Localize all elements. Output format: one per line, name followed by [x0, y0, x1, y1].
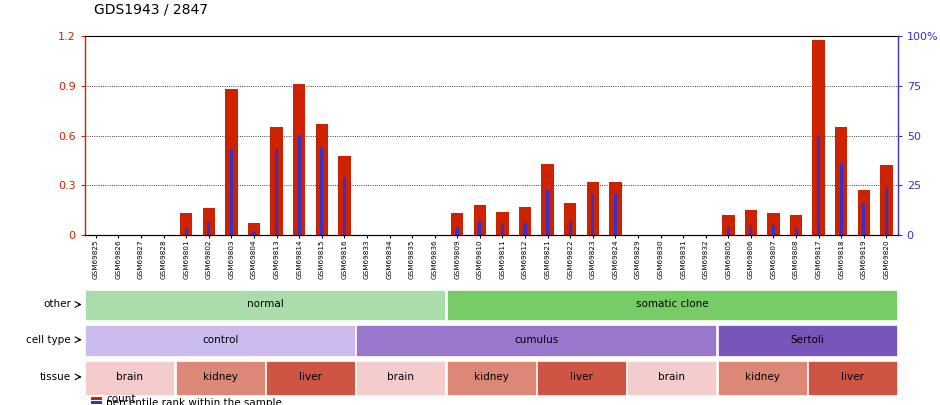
- Bar: [569, 222, 572, 235]
- Text: liver: liver: [299, 372, 321, 382]
- Bar: [880, 165, 893, 235]
- Text: cumulus: cumulus: [514, 335, 558, 345]
- Text: control: control: [202, 335, 239, 345]
- Bar: [722, 215, 734, 235]
- Bar: [91, 397, 102, 400]
- Bar: [184, 227, 188, 235]
- Bar: [812, 40, 825, 235]
- Bar: [343, 177, 346, 235]
- Bar: [839, 164, 843, 235]
- Bar: [230, 149, 233, 235]
- Bar: [356, 361, 446, 394]
- Text: normal: normal: [247, 299, 284, 309]
- Bar: [456, 227, 459, 235]
- Text: percentile rank within the sample: percentile rank within the sample: [106, 398, 282, 405]
- Bar: [835, 128, 848, 235]
- Bar: [808, 361, 897, 394]
- Bar: [451, 213, 463, 235]
- Text: other: other: [43, 299, 71, 309]
- Bar: [587, 182, 599, 235]
- Bar: [271, 128, 283, 235]
- Bar: [474, 205, 486, 235]
- Text: Sertoli: Sertoli: [791, 335, 824, 345]
- Bar: [203, 209, 215, 235]
- Text: tissue: tissue: [39, 372, 71, 382]
- Bar: [86, 325, 355, 356]
- Text: count: count: [106, 394, 135, 404]
- Bar: [609, 182, 621, 235]
- Text: cell type: cell type: [26, 335, 71, 345]
- Bar: [591, 194, 594, 235]
- Bar: [717, 325, 897, 356]
- Text: kidney: kidney: [203, 372, 238, 382]
- Bar: [541, 164, 554, 235]
- Bar: [817, 136, 821, 235]
- Text: kidney: kidney: [744, 372, 779, 382]
- Text: liver: liver: [570, 372, 593, 382]
- Bar: [862, 203, 866, 235]
- Bar: [446, 361, 536, 394]
- Bar: [790, 215, 802, 235]
- Text: liver: liver: [841, 372, 864, 382]
- Bar: [772, 225, 775, 235]
- Bar: [253, 232, 256, 235]
- Bar: [275, 149, 278, 235]
- Bar: [727, 227, 729, 235]
- Text: brain: brain: [658, 372, 685, 382]
- Bar: [744, 210, 757, 235]
- Bar: [338, 156, 351, 235]
- Bar: [614, 194, 617, 235]
- Bar: [794, 227, 798, 235]
- Bar: [248, 223, 260, 235]
- Bar: [564, 203, 576, 235]
- Bar: [857, 190, 870, 235]
- Bar: [546, 190, 549, 235]
- Bar: [316, 124, 328, 235]
- Bar: [176, 361, 265, 394]
- Text: GDS1943 / 2847: GDS1943 / 2847: [94, 2, 208, 16]
- Bar: [356, 325, 716, 356]
- Text: kidney: kidney: [474, 372, 509, 382]
- Bar: [524, 223, 526, 235]
- Bar: [478, 222, 481, 235]
- Bar: [501, 223, 504, 235]
- Bar: [266, 361, 355, 394]
- Bar: [446, 290, 897, 320]
- Bar: [767, 213, 779, 235]
- Bar: [180, 213, 193, 235]
- Bar: [226, 90, 238, 235]
- Bar: [91, 401, 102, 404]
- Bar: [86, 361, 174, 394]
- Bar: [321, 147, 323, 235]
- Text: brain: brain: [117, 372, 143, 382]
- Text: brain: brain: [387, 372, 415, 382]
- Bar: [496, 212, 509, 235]
- Bar: [537, 361, 626, 394]
- Bar: [298, 136, 301, 235]
- Bar: [293, 84, 306, 235]
- Bar: [86, 290, 446, 320]
- Text: somatic clone: somatic clone: [635, 299, 708, 309]
- Bar: [519, 207, 531, 235]
- Bar: [749, 225, 752, 235]
- Bar: [627, 361, 716, 394]
- Bar: [208, 222, 211, 235]
- Bar: [885, 187, 888, 235]
- Bar: [717, 361, 807, 394]
